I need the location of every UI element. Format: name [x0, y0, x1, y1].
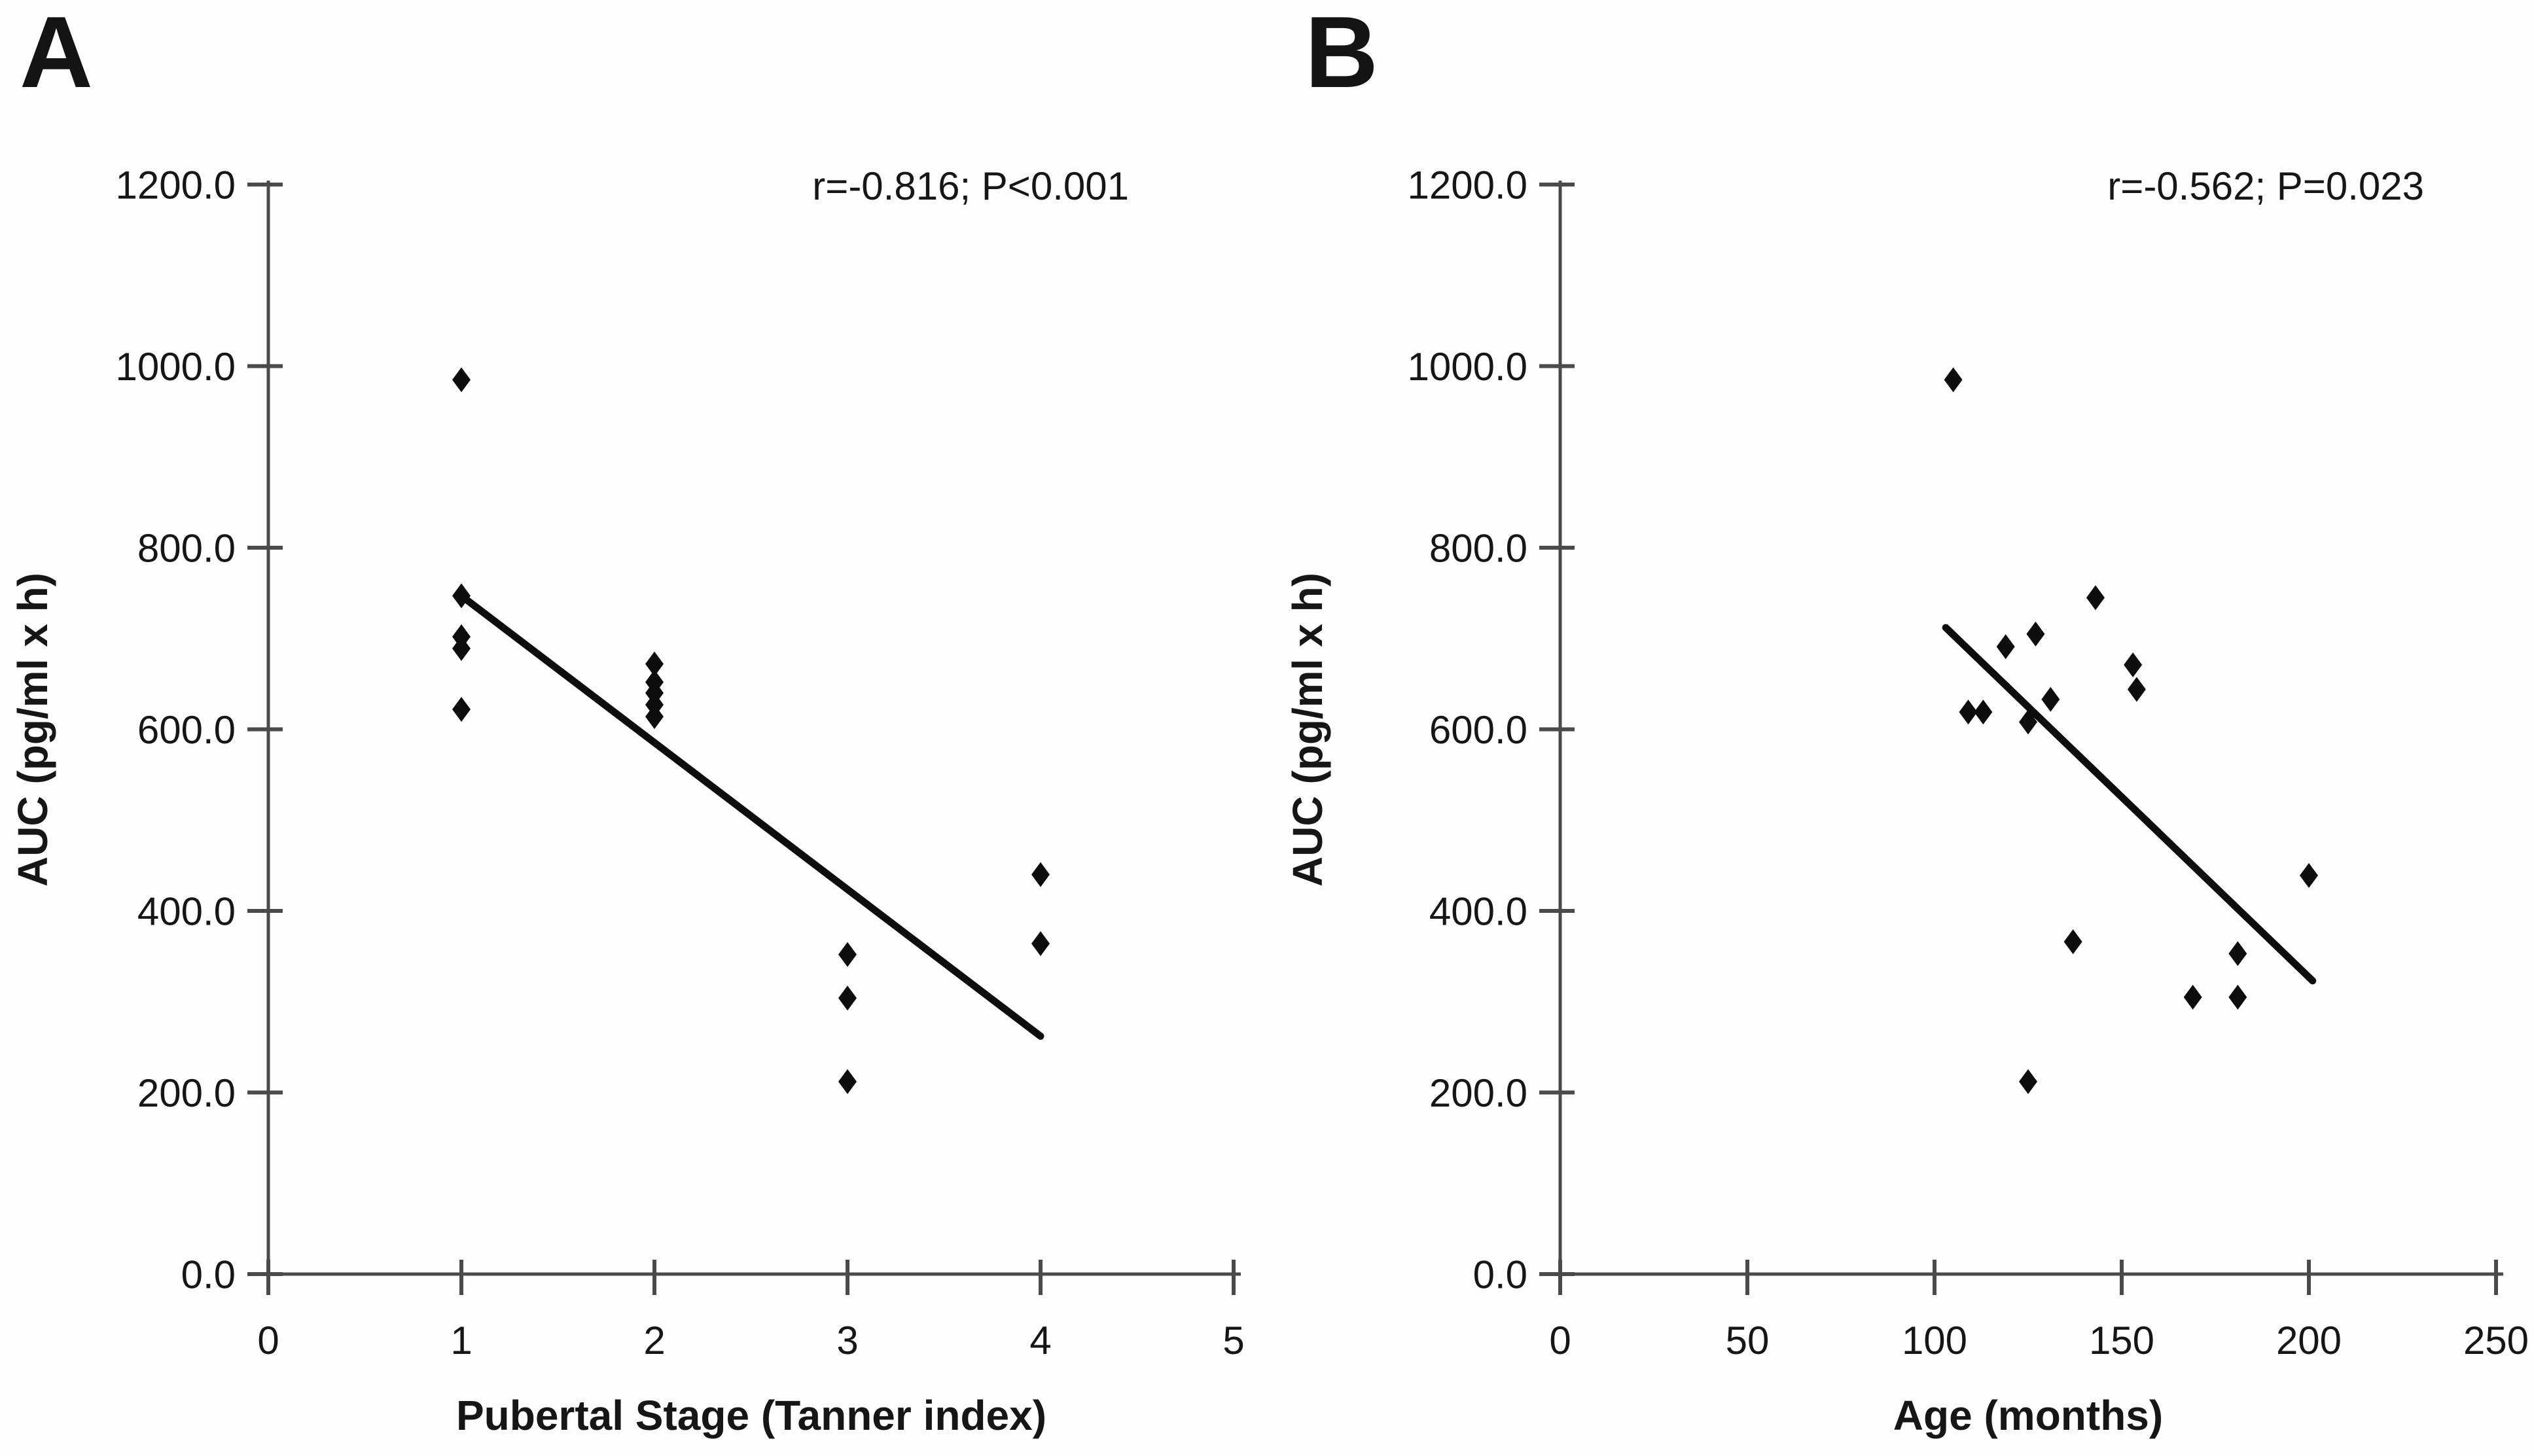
trend-line [1942, 624, 2317, 985]
data-point [1996, 634, 2015, 660]
panel-a-plot: r=-0.816; P<0.001 AUC (pg/ml x h) Pubert… [9, 164, 1245, 1439]
data-point [838, 985, 857, 1011]
x-tick-label: 2 [643, 1319, 665, 1362]
y-tick-label: 0.0 [1473, 1253, 1527, 1297]
data-point [1974, 700, 1993, 725]
y-tick-label: 800.0 [137, 527, 236, 571]
data-point [2127, 677, 2146, 702]
x-tick-label: 1 [450, 1319, 472, 1362]
data-point [2063, 929, 2082, 955]
y-axis-title-b: AUC (pg/ml x h) [1284, 573, 1331, 887]
data-point [2300, 862, 2318, 888]
correlation-annotation-b: r=-0.562; P=0.023 [2107, 164, 2424, 208]
x-tick-label: 50 [1726, 1319, 1770, 1362]
y-tick-label: 1200.0 [115, 164, 236, 207]
y-tick-label: 1200.0 [1407, 164, 1527, 207]
x-tick-label: 150 [2089, 1319, 2154, 1362]
data-point [2183, 984, 2202, 1010]
data-point [452, 636, 471, 662]
data-point [645, 651, 664, 677]
trend-line [457, 592, 1044, 1040]
data-point [1031, 862, 1050, 887]
x-tick-label: 200 [2276, 1319, 2342, 1362]
data-point [838, 1069, 857, 1094]
y-tick-label: 800.0 [1429, 527, 1527, 571]
y-tick-label: 600.0 [137, 708, 236, 752]
data-point [838, 942, 857, 967]
y-tick-label: 1000.0 [115, 345, 236, 389]
panel-b: B r=-0.562; P=0.023 AUC (pg/ml x h) Age … [1267, 0, 2534, 1456]
data-point [452, 583, 471, 609]
y-tick-label: 200.0 [1429, 1071, 1527, 1115]
x-tick-label: 5 [1222, 1319, 1244, 1362]
x-tick-label: 100 [1902, 1319, 1967, 1362]
x-tick-label: 0 [257, 1319, 279, 1362]
data-point [2019, 1069, 2037, 1094]
data-point [2086, 585, 2105, 611]
data-point [2019, 709, 2037, 735]
correlation-annotation-a: r=-0.816; P<0.001 [812, 164, 1129, 208]
data-layer-b [1942, 367, 2318, 1094]
data-layer-a [452, 367, 1050, 1094]
x-tick-label: 0 [1549, 1319, 1571, 1362]
x-axis-title-a: Pubertal Stage (Tanner index) [456, 1392, 1046, 1439]
data-point [452, 367, 471, 393]
y-tick-label: 0.0 [181, 1253, 236, 1297]
data-point [1959, 700, 1978, 725]
data-point [2124, 652, 2143, 677]
x-tick-label: 250 [2463, 1319, 2529, 1362]
axes-layer-b: 0.0 200.0 400.0 600.0 800.0 1000.0 1200.0 0 50 10… [1407, 164, 2529, 1362]
axes-layer-a: 0.0 200.0 400.0 600.0 800.0 1000.0 1200.0 0 1 2 3 4… [115, 164, 1244, 1362]
data-point [1031, 931, 1050, 956]
y-tick-label: 400.0 [1429, 890, 1527, 934]
panel-b-letter: B [1305, 0, 1378, 109]
y-tick-label: 400.0 [137, 890, 236, 934]
y-tick-label: 600.0 [1429, 708, 1527, 752]
x-tick-label: 4 [1029, 1319, 1051, 1362]
y-tick-label: 1000.0 [1407, 345, 1527, 389]
panel-a: A r=-0.816; P<0.001 AUC (pg/ml x h) Pube… [9, 0, 1245, 1439]
data-point [645, 704, 664, 730]
data-point [2228, 941, 2247, 967]
x-axis-title-b: Age (months) [1893, 1392, 2163, 1439]
data-point [2026, 621, 2045, 647]
data-point [2228, 984, 2247, 1010]
y-tick-label: 200.0 [137, 1071, 236, 1115]
data-point [2041, 686, 2060, 712]
y-axis-title-a: AUC (pg/ml x h) [9, 573, 56, 887]
data-point [452, 696, 471, 722]
x-tick-label: 3 [836, 1319, 858, 1362]
data-point [1944, 367, 1963, 393]
panel-b-plot: r=-0.562; P=0.023 AUC (pg/ml x h) Age (m… [1284, 164, 2529, 1439]
panel-a-letter: A [20, 0, 93, 109]
